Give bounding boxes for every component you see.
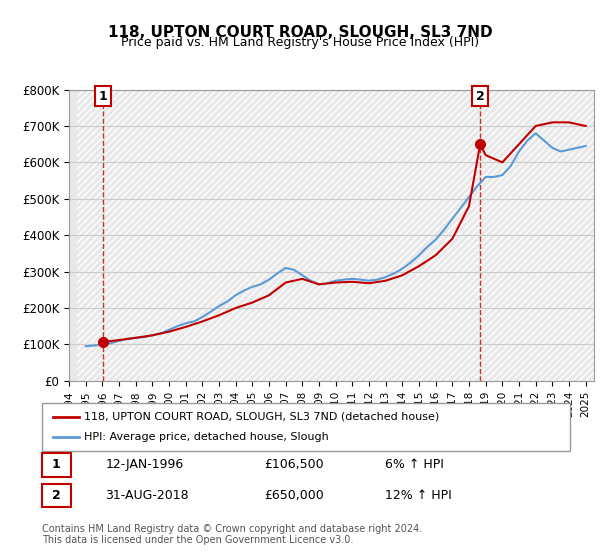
Text: 12% ↑ HPI: 12% ↑ HPI <box>385 489 452 502</box>
Text: £106,500: £106,500 <box>264 459 323 472</box>
Text: 2: 2 <box>52 489 61 502</box>
Text: 1: 1 <box>98 90 107 102</box>
Text: 2: 2 <box>476 90 485 102</box>
Text: 118, UPTON COURT ROAD, SLOUGH, SL3 7ND: 118, UPTON COURT ROAD, SLOUGH, SL3 7ND <box>107 25 493 40</box>
Text: Price paid vs. HM Land Registry's House Price Index (HPI): Price paid vs. HM Land Registry's House … <box>121 36 479 49</box>
Text: 12-JAN-1996: 12-JAN-1996 <box>106 459 184 472</box>
Text: HPI: Average price, detached house, Slough: HPI: Average price, detached house, Slou… <box>84 432 329 442</box>
FancyBboxPatch shape <box>42 403 570 451</box>
Text: 118, UPTON COURT ROAD, SLOUGH, SL3 7ND (detached house): 118, UPTON COURT ROAD, SLOUGH, SL3 7ND (… <box>84 412 439 422</box>
Text: Contains HM Land Registry data © Crown copyright and database right 2024.
This d: Contains HM Land Registry data © Crown c… <box>42 524 422 545</box>
FancyBboxPatch shape <box>42 454 71 477</box>
Text: 31-AUG-2018: 31-AUG-2018 <box>106 489 189 502</box>
FancyBboxPatch shape <box>42 484 71 507</box>
Text: 6% ↑ HPI: 6% ↑ HPI <box>385 459 444 472</box>
Text: £650,000: £650,000 <box>264 489 323 502</box>
Text: 1: 1 <box>52 459 61 472</box>
